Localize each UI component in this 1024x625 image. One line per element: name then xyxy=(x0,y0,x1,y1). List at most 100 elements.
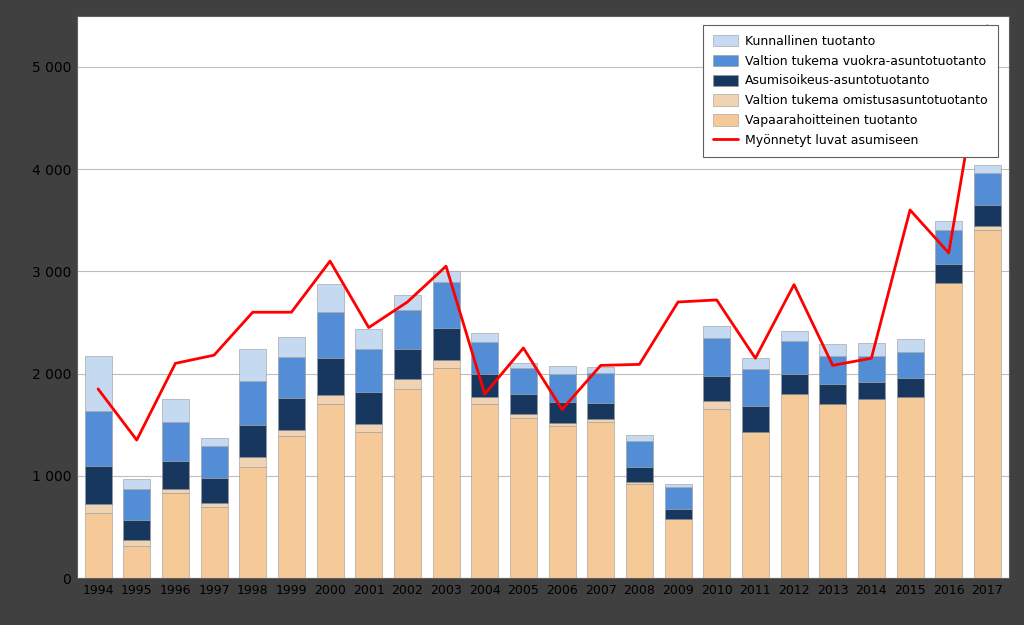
Bar xyxy=(85,411,112,466)
Bar xyxy=(162,399,189,422)
Bar xyxy=(201,478,227,504)
Bar xyxy=(432,328,460,360)
Bar xyxy=(471,332,499,342)
Bar xyxy=(123,489,151,520)
Bar xyxy=(935,264,963,282)
Bar xyxy=(240,349,266,381)
Bar xyxy=(665,484,691,487)
Bar xyxy=(432,360,460,369)
Bar xyxy=(123,540,151,546)
Legend: Kunnallinen tuotanto, Valtion tukema vuokra-asuntotuotanto, Asumisoikeus-asuntot: Kunnallinen tuotanto, Valtion tukema vuo… xyxy=(702,24,997,157)
Bar xyxy=(278,398,305,430)
Bar xyxy=(665,487,691,509)
Bar xyxy=(316,284,344,312)
Bar xyxy=(549,366,575,374)
Bar xyxy=(355,392,382,424)
Bar xyxy=(201,506,227,578)
Bar xyxy=(432,271,460,281)
Bar xyxy=(394,295,421,310)
Bar xyxy=(896,378,924,397)
Bar xyxy=(240,425,266,458)
Bar xyxy=(703,376,730,401)
Bar xyxy=(896,352,924,377)
Bar xyxy=(201,438,227,446)
Bar xyxy=(780,341,808,374)
Bar xyxy=(626,482,653,484)
Bar xyxy=(741,369,769,406)
Bar xyxy=(819,404,846,578)
Bar xyxy=(626,484,653,578)
Bar xyxy=(703,326,730,338)
Bar xyxy=(240,458,266,467)
Bar xyxy=(858,343,885,356)
Bar xyxy=(819,384,846,404)
Bar xyxy=(587,419,614,422)
Bar xyxy=(85,356,112,411)
Bar xyxy=(201,446,227,478)
Bar xyxy=(471,374,499,397)
Bar xyxy=(819,344,846,356)
Bar xyxy=(471,397,499,404)
Bar xyxy=(935,231,963,264)
Bar xyxy=(974,165,1000,173)
Bar xyxy=(858,356,885,382)
Bar xyxy=(780,394,808,578)
Bar xyxy=(935,282,963,578)
Bar xyxy=(974,231,1000,578)
Bar xyxy=(974,226,1000,231)
Bar xyxy=(896,339,924,352)
Bar xyxy=(394,379,421,389)
Bar xyxy=(355,432,382,578)
Bar xyxy=(240,381,266,425)
Bar xyxy=(549,402,575,422)
Bar xyxy=(510,394,537,414)
Bar xyxy=(703,409,730,578)
Bar xyxy=(741,358,769,369)
Bar xyxy=(162,493,189,578)
Bar xyxy=(316,395,344,404)
Bar xyxy=(626,441,653,467)
Bar xyxy=(703,401,730,409)
Bar xyxy=(355,349,382,392)
Bar xyxy=(162,461,189,489)
Bar xyxy=(858,399,885,578)
Bar xyxy=(510,414,537,418)
Bar xyxy=(316,312,344,358)
Bar xyxy=(85,512,112,578)
Bar xyxy=(394,310,421,349)
Bar xyxy=(741,432,769,578)
Bar xyxy=(278,430,305,436)
Bar xyxy=(85,504,112,512)
Bar xyxy=(665,519,691,578)
Bar xyxy=(162,489,189,493)
Bar xyxy=(471,404,499,578)
Bar xyxy=(123,479,151,489)
Bar xyxy=(665,509,691,519)
Bar xyxy=(316,404,344,578)
Bar xyxy=(240,467,266,578)
Bar xyxy=(549,374,575,402)
Bar xyxy=(510,369,537,394)
Bar xyxy=(123,520,151,540)
Bar xyxy=(123,546,151,578)
Bar xyxy=(935,221,963,231)
Bar xyxy=(355,329,382,349)
Bar xyxy=(626,435,653,441)
Bar xyxy=(278,337,305,357)
Bar xyxy=(780,374,808,394)
Bar xyxy=(549,422,575,426)
Bar xyxy=(974,205,1000,226)
Bar xyxy=(394,349,421,379)
Bar xyxy=(587,368,614,372)
Bar xyxy=(510,363,537,369)
Bar xyxy=(587,422,614,578)
Bar xyxy=(780,331,808,341)
Bar xyxy=(432,281,460,328)
Bar xyxy=(819,356,846,384)
Bar xyxy=(858,382,885,399)
Bar xyxy=(703,338,730,376)
Bar xyxy=(510,418,537,578)
Bar xyxy=(549,426,575,578)
Bar xyxy=(741,406,769,432)
Bar xyxy=(201,504,227,506)
